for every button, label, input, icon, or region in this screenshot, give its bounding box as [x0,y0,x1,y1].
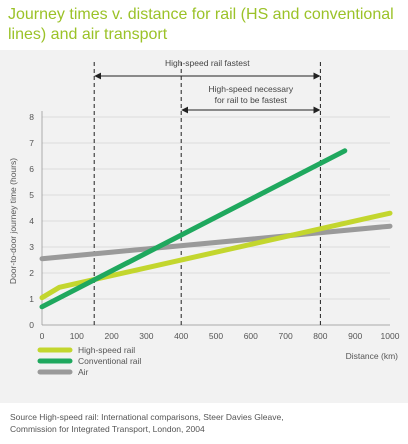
y-tick-label: 0 [29,320,34,330]
series-line-air [39,223,393,262]
x-tick-label: 700 [279,331,293,341]
source-note: Source High-speed rail: International co… [10,411,400,435]
source-line-1: Source High-speed rail: International co… [10,412,284,422]
annotation-hs-necessary-label-1: High-speed necessary [209,84,294,94]
legend-label: High-speed rail [78,345,135,355]
x-tick-label: 900 [348,331,362,341]
x-tick-label: 0 [40,331,45,341]
y-tick-label: 7 [29,138,34,148]
legend-label: Air [78,367,89,377]
source-line-2: Commission for Integrated Transport, Lon… [10,424,205,434]
x-tick-label: 1000 [381,331,400,341]
x-tick-label: 100 [70,331,84,341]
x-axis-label: Distance (km) [346,351,399,361]
annotation-hs-necessary-label-2: for rail to be fastest [215,95,288,105]
y-tick-label: 5 [29,190,34,200]
y-tick-label: 8 [29,112,34,122]
x-tick-label: 500 [209,331,223,341]
x-tick-label: 800 [313,331,327,341]
y-tick-label: 6 [29,164,34,174]
x-tick-label: 200 [105,331,119,341]
legend-label: Conventional rail [78,356,141,366]
chart-title: Journey times v. distance for rail (HS a… [8,6,394,43]
y-tick-label: 1 [29,294,34,304]
x-tick-label: 400 [174,331,188,341]
y-tick-label: 3 [29,242,34,252]
series-line-high-speed-rail [39,210,393,301]
y-axis-label: Door-to-door journey time (hours) [8,158,18,284]
x-tick-label: 300 [139,331,153,341]
y-tick-label: 4 [29,216,34,226]
annotation-hs-fastest-label: High-speed rail fastest [165,58,250,68]
y-tick-label: 2 [29,268,34,278]
series-line-conventional-rail [39,148,348,310]
x-tick-label: 600 [244,331,258,341]
